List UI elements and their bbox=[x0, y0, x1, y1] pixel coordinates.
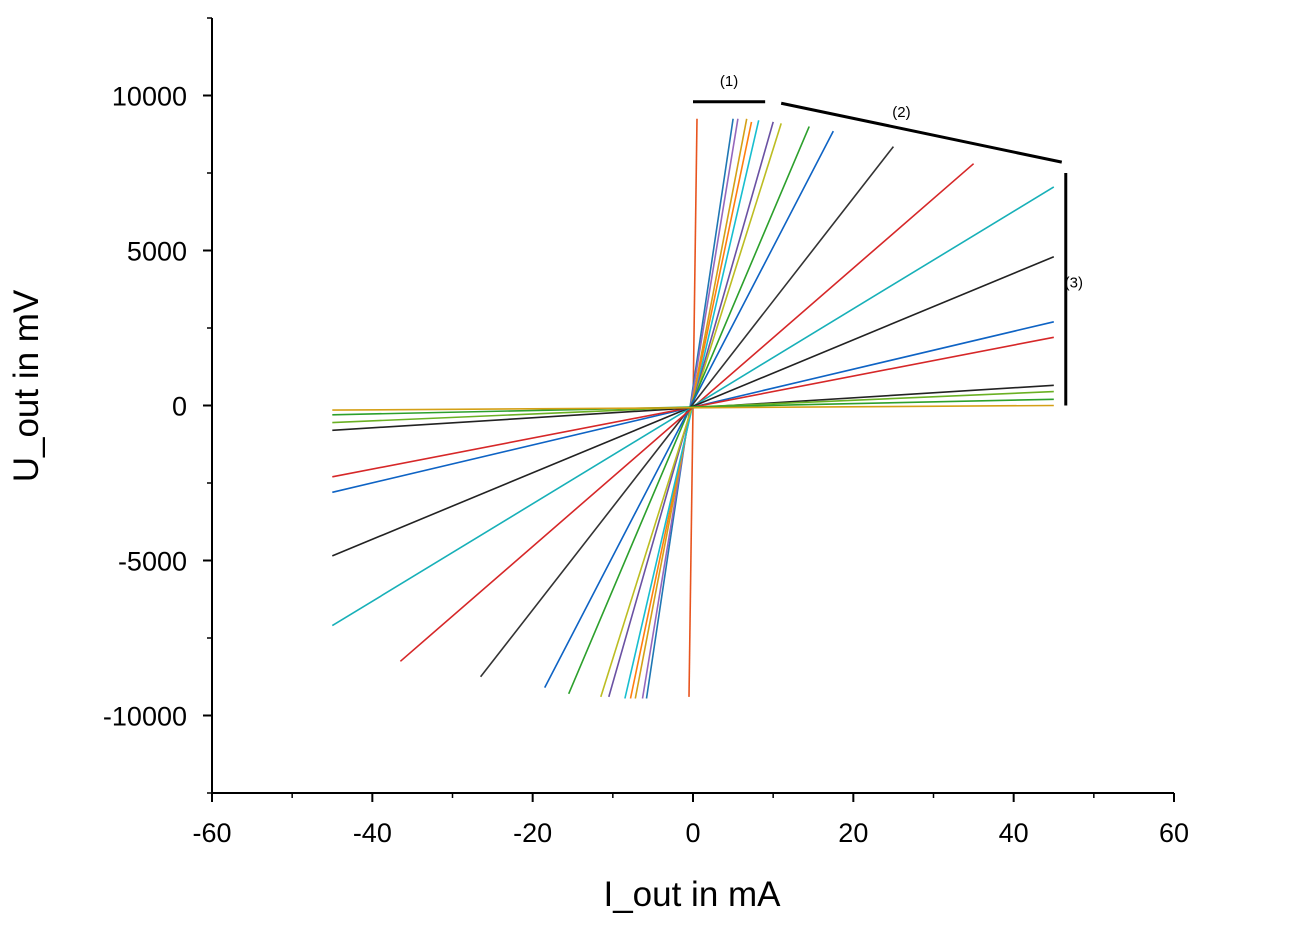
annotation-label-3: (3) bbox=[1065, 275, 1083, 292]
annotation-bracket-2 bbox=[780, 101, 1063, 164]
series-line-20 bbox=[332, 404, 1054, 411]
series-line-8 bbox=[600, 123, 782, 698]
annotation-label-1: (1) bbox=[720, 73, 738, 90]
annotations: (1) (2) (3) bbox=[693, 73, 1083, 406]
x-tick-label: 20 bbox=[838, 818, 868, 848]
x-tick-label: 0 bbox=[685, 818, 700, 848]
plot-area bbox=[331, 118, 1055, 699]
annotation-label-2: (2) bbox=[892, 104, 910, 121]
y-tick-label: -10000 bbox=[103, 702, 187, 732]
y-tick-label: 5000 bbox=[127, 237, 187, 267]
y-tick-label: 0 bbox=[172, 392, 187, 422]
x-tick-label: 60 bbox=[1159, 818, 1189, 848]
x-tick-label: -20 bbox=[513, 818, 552, 848]
y-axis-title: U_out in mV bbox=[7, 289, 46, 482]
series-line-12 bbox=[399, 163, 975, 662]
axes: -60 -40 -20 0 20 40 60 -10000 -5000 0 5000 10000 bbox=[103, 17, 1189, 848]
y-tick-label: 10000 bbox=[112, 82, 187, 112]
x-tick-label: -40 bbox=[353, 818, 392, 848]
x-tick-label: -60 bbox=[192, 818, 231, 848]
x-tick-label: 40 bbox=[999, 818, 1029, 848]
y-tick-label: -5000 bbox=[118, 547, 187, 577]
x-axis-title: I_out in mA bbox=[603, 875, 781, 914]
